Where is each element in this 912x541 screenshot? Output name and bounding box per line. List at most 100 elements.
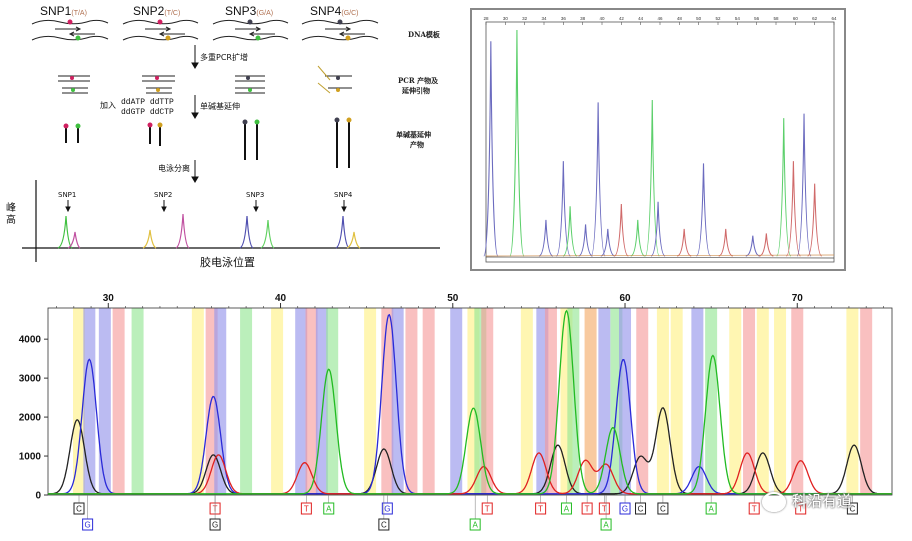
mini-peak-label-snp2: SNP2 (154, 191, 173, 199)
base-call-box (635, 502, 647, 515)
base-call-label: G (84, 521, 90, 530)
base-call-band (567, 308, 580, 495)
base-call-band (240, 308, 253, 495)
baseline-black (485, 256, 835, 259)
base-call-band (271, 308, 284, 495)
base-call-box (619, 502, 631, 515)
step-single-base-extension: 单碱基延伸 (200, 102, 240, 111)
peak (650, 201, 666, 257)
x-tick-label: 60 (793, 16, 799, 21)
base-call-label: C (381, 521, 387, 530)
mini-y-axis-label: 峰高 (6, 203, 16, 226)
base-call-band (691, 308, 704, 495)
x-tick-label: 32 (522, 16, 528, 21)
base-call-box (846, 502, 858, 515)
base-call-label: G (384, 505, 390, 514)
base-call-band (656, 308, 669, 495)
x-tick-label: 56 (754, 16, 760, 21)
base-call-box (82, 518, 94, 531)
base-call-box (600, 518, 612, 531)
base-call-band (315, 308, 328, 495)
peak (796, 113, 812, 257)
base-call-label: C (638, 505, 644, 514)
base-call-box (560, 502, 572, 515)
snp2-title: SNP2(T/C) (133, 4, 181, 18)
base-call-box (469, 518, 481, 531)
base-call-band (83, 308, 96, 495)
base-call-label: T (798, 505, 803, 514)
pcr-products (58, 65, 352, 94)
base-call-band (191, 308, 204, 495)
baseline-orange (485, 254, 835, 257)
snp3-title: SNP3(G/A) (225, 4, 274, 18)
mini-x-axis-label: 胶电泳位置 (200, 256, 255, 269)
base-call-label: A (564, 505, 570, 514)
peak (644, 100, 660, 257)
wechat-icon (762, 491, 786, 512)
base-call-box (323, 502, 335, 515)
x-tick-label: 60 (619, 293, 631, 304)
peak (745, 235, 760, 257)
peak (538, 219, 554, 257)
base-call-box (705, 502, 717, 515)
step-multiplex-pcr: 多重PCR扩增 (200, 53, 248, 62)
extension-heads (63, 117, 352, 129)
x-tick-label: 38 (580, 16, 586, 21)
base-call-box (300, 502, 312, 515)
y-tick-label: 2000 (19, 413, 42, 424)
base-call-band (705, 308, 718, 495)
x-tick-label: 44 (638, 16, 644, 21)
x-tick-label: 36 (561, 16, 567, 21)
extension-products (65, 122, 350, 168)
peak (614, 204, 629, 257)
x-tick-label: 28 (483, 16, 489, 21)
base-call-band (295, 308, 308, 495)
peak (600, 228, 615, 257)
x-tick-label: 70 (792, 293, 804, 304)
base-call-label: C (849, 505, 855, 514)
y-tick-label: 0 (35, 491, 41, 502)
base-call-label: A (708, 505, 714, 514)
base-call-band (636, 308, 649, 495)
base-call-box (378, 518, 390, 531)
base-call-box (657, 502, 669, 515)
label-pcr-products: PCR 产物及 延伸引物 (398, 76, 439, 95)
x-tick-label: 52 (715, 16, 721, 21)
base-call-label: G (212, 521, 218, 530)
base-call-box (581, 502, 593, 515)
x-tick-label: 50 (696, 16, 702, 21)
capillary-electropherogram: 28 30 32 34 36 38 40 42 44 46 48 50 52 54 56 58 60 62 64 (470, 8, 846, 271)
base-call-label: T (304, 505, 309, 514)
label-extension-products: 单碱基延伸 产物 (396, 130, 431, 149)
base-call-band (481, 308, 494, 495)
x-tick-label: 50 (447, 293, 459, 304)
process-arrows (191, 45, 199, 183)
base-call-band (670, 308, 683, 495)
base-call-box (535, 502, 547, 515)
x-tick-label: 30 (103, 293, 115, 304)
base-call-band (422, 308, 435, 495)
base-call-band (214, 308, 227, 495)
watermark: 科沿有道 (762, 490, 852, 512)
base-call-band (364, 308, 377, 495)
trace-green (48, 309, 892, 495)
mini-peak-label-snp3: SNP3 (246, 191, 265, 199)
base-call-label: T (752, 505, 757, 514)
x-tick-label: 40 (275, 293, 287, 304)
schematic-drawing (22, 19, 440, 262)
x-tick-label: 58 (773, 16, 779, 21)
base-call-box (481, 502, 493, 515)
mini-peak-label-snp1: SNP1 (58, 191, 77, 199)
add-label: 加入 (100, 101, 116, 110)
base-call-band (112, 308, 125, 495)
x-tick-label: 64 (831, 16, 837, 21)
base-call-label: C (660, 505, 666, 514)
peak (785, 161, 801, 257)
base-call-band (544, 308, 557, 495)
peak (677, 228, 692, 257)
base-call-label: T (602, 505, 607, 514)
base-call-band (131, 308, 144, 495)
base-call-band (405, 308, 418, 495)
nucleotides-row2: ddGTP ddCTP (121, 108, 174, 117)
